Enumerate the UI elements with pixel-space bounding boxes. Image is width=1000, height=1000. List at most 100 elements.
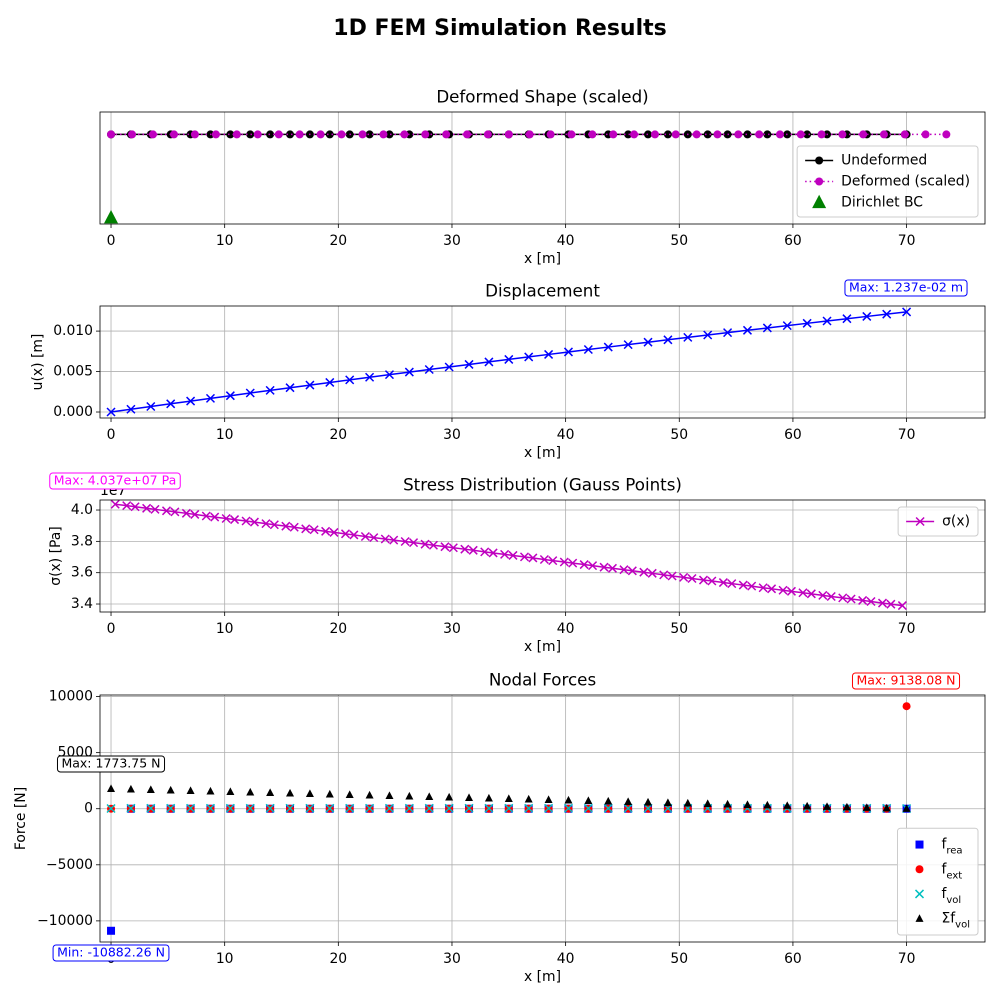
annotation: Max: 1.237e-02 m: [844, 279, 968, 297]
data-point: [246, 787, 255, 796]
data-point: [148, 130, 157, 139]
y-axis-label: u(x) [m]: [30, 334, 46, 391]
data-point: [146, 401, 156, 412]
data-point: [274, 130, 283, 139]
legend-subscript: ext: [946, 870, 962, 881]
data-point: [803, 801, 812, 810]
data-point: [609, 130, 618, 139]
y-tick-label: 0.000: [53, 404, 93, 420]
data-point: [603, 342, 613, 352]
data-point: [897, 601, 907, 611]
data-point: [226, 130, 235, 139]
data-point: [424, 364, 434, 375]
data-point: [226, 787, 235, 796]
data-point: [444, 362, 454, 372]
data-point: [261, 519, 271, 529]
data-point: [703, 330, 713, 340]
data-point: [643, 337, 653, 347]
data-point: [822, 316, 832, 326]
data-point: [639, 567, 649, 577]
legend-label: fvol: [942, 886, 962, 906]
data-point: [826, 591, 836, 602]
data-point: [146, 785, 155, 794]
data-point: [146, 803, 156, 813]
data-point: [663, 130, 672, 139]
data-point: [775, 130, 784, 139]
data-point: [448, 543, 458, 553]
data-point: [286, 788, 295, 797]
x-tick-label: 30: [443, 233, 461, 249]
data-point: [205, 393, 215, 403]
data-point: [465, 793, 474, 801]
x-tick-label: 70: [898, 621, 916, 637]
x-tick-label: 20: [329, 427, 347, 443]
data-point: [500, 549, 510, 559]
data-point: [281, 521, 291, 531]
x-tick-label: 60: [784, 233, 802, 249]
data-point: [325, 803, 335, 813]
legend: Undeformed Deformed (scaled) Dirichlet BC: [796, 145, 979, 218]
x-tick-label: 50: [670, 233, 688, 249]
x-tick-label: 40: [557, 621, 575, 637]
axes-title: Stress Distribution (Gauss Points): [403, 475, 682, 495]
y-tick-label: 3.4: [71, 596, 93, 612]
x-tick-label: 30: [443, 621, 461, 637]
y-tick-label: 4.0: [71, 502, 93, 518]
x-tick-label: 10: [216, 621, 234, 637]
data-point: [345, 375, 355, 385]
annotation-box: [49, 472, 181, 490]
annotation: Min: -10882.26 N: [52, 944, 170, 962]
legend-name: f: [942, 861, 948, 877]
data-point: [817, 130, 826, 139]
data-point: [778, 585, 788, 595]
legend-box: [897, 506, 979, 537]
data-point: [667, 571, 677, 581]
data-point: [385, 130, 394, 139]
annotation-box: [56, 755, 166, 773]
data-point: [796, 130, 805, 139]
legend-marker: [915, 840, 924, 849]
data-point: [107, 926, 116, 935]
y-axis-label: σ(x) [Pa]: [48, 526, 64, 585]
x-tick-label: 20: [329, 951, 347, 967]
data-point: [866, 596, 876, 607]
data-point: [166, 399, 176, 409]
data-point: [126, 784, 135, 793]
data-point: [463, 130, 472, 139]
legend-name: Deformed (scaled): [841, 174, 970, 190]
data-point: [389, 535, 399, 545]
data-point: [484, 357, 494, 367]
axes-frame: [99, 111, 986, 225]
data-point: [442, 130, 451, 139]
data-point: [559, 557, 569, 567]
series-line: [115, 503, 903, 607]
x-tick-label: 50: [670, 951, 688, 967]
data-point: [567, 130, 576, 139]
data-point: [643, 803, 653, 813]
data-point: [579, 560, 589, 570]
data-point: [802, 318, 812, 328]
x-tick-label: 10: [216, 951, 234, 967]
data-point: [400, 130, 409, 139]
y-tick-label: 0.010: [53, 323, 93, 339]
data-point: [186, 396, 196, 406]
data-point: [519, 552, 530, 562]
axes-title: Deformed Shape (scaled): [436, 87, 648, 107]
x-tick-label: 70: [898, 233, 916, 249]
data-point: [345, 803, 355, 813]
data-point: [269, 520, 279, 530]
axes-frame: [99, 499, 986, 613]
data-point: [190, 130, 199, 139]
data-point: [241, 516, 251, 526]
data-point: [305, 803, 315, 813]
data-point: [650, 130, 659, 139]
data-point: [627, 566, 637, 576]
data-point: [698, 575, 709, 585]
data-point: [166, 785, 175, 794]
x-tick-label: 60: [784, 951, 802, 967]
data-point: [464, 359, 474, 369]
data-point: [588, 561, 598, 571]
data-point: [126, 404, 136, 414]
x-tick-label: 10: [216, 427, 234, 443]
